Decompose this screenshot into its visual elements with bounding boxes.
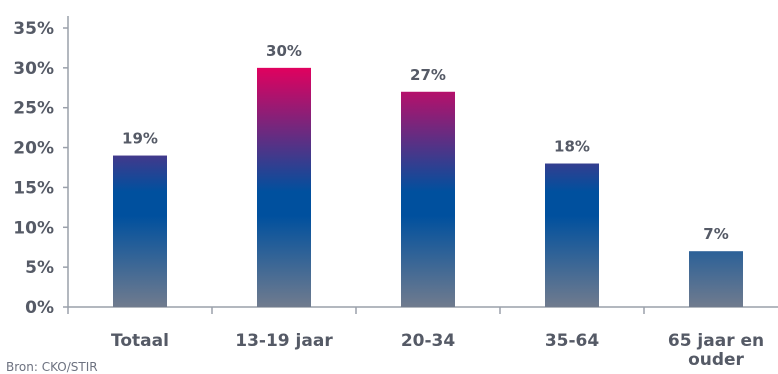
y-tick-label: 35%	[13, 19, 54, 39]
bar-3	[401, 91, 455, 308]
x-category-label: ouder	[688, 350, 744, 370]
data-label: 18%	[554, 138, 590, 156]
data-label: 27%	[410, 66, 446, 84]
bar-5	[689, 251, 743, 307]
y-tick-label: 20%	[13, 139, 54, 159]
bar-4	[545, 163, 599, 307]
x-category-label: Totaal	[111, 331, 169, 351]
data-label: 19%	[122, 130, 158, 148]
x-category-label: 65 jaar en	[668, 331, 764, 351]
data-labels-group: 19% 30% 27% 18% 7%	[122, 42, 729, 243]
x-category-label: 35-64	[545, 331, 600, 351]
bar-1	[113, 155, 167, 307]
x-category-label: 20-34	[401, 331, 456, 351]
y-tick-label: 5%	[25, 258, 54, 278]
data-label: 30%	[266, 42, 302, 60]
source-note: Bron: CKO/STIR	[6, 360, 98, 374]
y-tick-label: 30%	[13, 59, 54, 79]
x-axis: Totaal 13-19 jaar 20-34 35-64 65 jaar enoude…	[67, 306, 778, 370]
bars-group	[113, 67, 743, 308]
data-label: 7%	[703, 225, 728, 243]
y-tick-label: 10%	[13, 218, 54, 238]
bar-2	[257, 67, 311, 307]
y-tick-label: 15%	[13, 178, 54, 198]
y-tick-label: 0%	[25, 298, 54, 318]
y-tick-label: 25%	[13, 99, 54, 119]
y-axis: 0% 5% 10% 15% 20% 25% 30% 35%	[13, 16, 69, 318]
x-category-label: 13-19 jaar	[235, 331, 333, 351]
